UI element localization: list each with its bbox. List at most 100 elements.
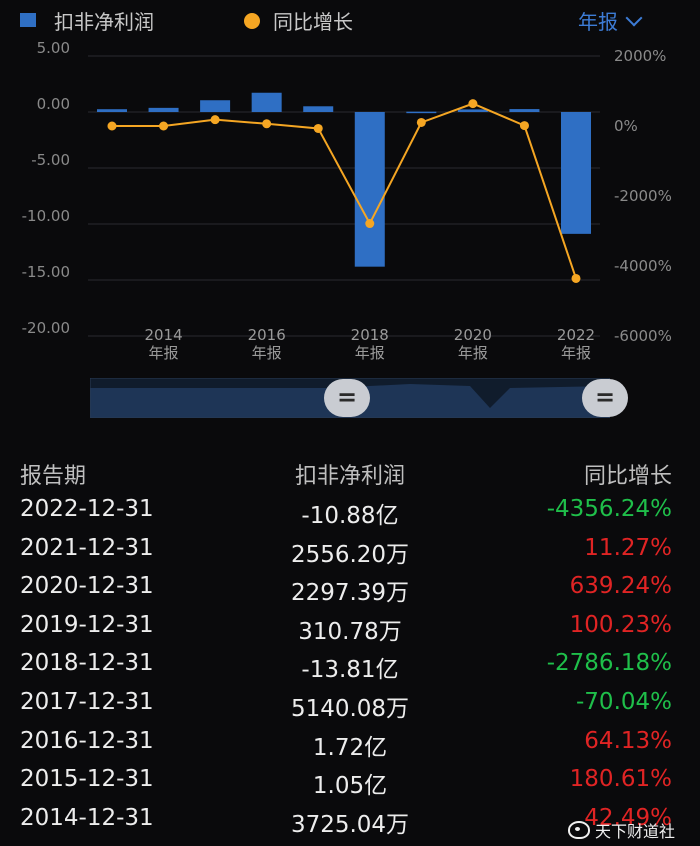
y-right-tick-label: -4000%: [614, 257, 672, 275]
cell-period: 2014-12-31: [20, 804, 154, 831]
bar: [457, 109, 488, 112]
y-right-tick-label: 0%: [614, 117, 638, 135]
y-right-tick-label: 2000%: [614, 47, 666, 65]
line-legend-swatch: [244, 13, 260, 29]
bar: [251, 92, 282, 112]
cell-growth: 11.27%: [584, 534, 672, 561]
growth-point: [159, 121, 169, 131]
bar: [354, 112, 385, 267]
table-header: 报告期 扣非净利润 同比增长: [0, 452, 700, 494]
bar: [303, 106, 334, 112]
growth-point: [313, 123, 323, 133]
bar: [509, 109, 540, 112]
y-left-tick-label: 0.00: [37, 95, 70, 113]
cell-growth: 639.24%: [569, 573, 672, 600]
growth-point: [571, 273, 581, 283]
watermark: 天下财道社: [568, 818, 675, 842]
table-row[interactable]: 2018-12-31 -13.81亿 -2786.18%: [0, 648, 700, 687]
table-row[interactable]: 2016-12-31 1.72亿 64.13%: [0, 726, 700, 765]
x-tick-sublabel: 年报: [458, 344, 488, 362]
cell-growth: 64.13%: [584, 727, 672, 754]
y-left-tick-label: 5.00: [37, 39, 70, 57]
cell-growth: -4356.24%: [546, 496, 672, 522]
cell-period: 2020-12-31: [20, 573, 154, 600]
y-left-tick-label: -5.00: [31, 151, 70, 169]
bar: [561, 112, 591, 234]
slider-left-handle-label: =: [336, 383, 358, 411]
bar-legend-swatch: [20, 13, 36, 27]
y-left-tick-label: -20.00: [22, 319, 70, 337]
growth-point: [468, 99, 478, 109]
cell-period: 2022-12-31: [20, 496, 154, 522]
y-left-tick-label: -15.00: [22, 263, 70, 281]
cell-profit: 1.72亿: [312, 734, 388, 761]
x-tick-sublabel: 年报: [355, 344, 385, 362]
cell-period: 2018-12-31: [20, 650, 154, 677]
bar: [200, 100, 231, 112]
growth-point: [416, 117, 426, 127]
header-profit: 扣非净利润: [294, 464, 405, 489]
cell-period: 2015-12-31: [20, 766, 154, 793]
growth-line: [112, 102, 577, 279]
cell-period: 2019-12-31: [20, 611, 154, 638]
cell-period: 2021-12-31: [20, 534, 154, 561]
x-tick-sublabel: 年报: [252, 344, 282, 362]
x-tick-sublabel: 年报: [149, 344, 179, 362]
weibo-icon: [568, 821, 590, 839]
period-selector-button[interactable]: 年报: [578, 6, 643, 35]
table-row[interactable]: 2017-12-31 5140.08万 -70.04%: [0, 687, 700, 726]
growth-point: [107, 121, 117, 131]
growth-point: [365, 219, 375, 229]
line-legend-label: 同比增长: [273, 10, 353, 34]
cell-profit: -13.81亿: [301, 657, 399, 684]
cell-profit: 2556.20万: [290, 541, 410, 568]
bar: [97, 109, 127, 112]
chevron-down-icon: [625, 9, 643, 27]
cell-growth: -2786.18%: [546, 650, 672, 677]
slider-left-handle[interactable]: =: [324, 379, 370, 417]
growth-point: [210, 115, 220, 125]
cell-profit: 5140.08万: [290, 695, 410, 722]
bar-legend-label: 扣非净利润: [54, 10, 154, 34]
slider-right-handle-label: =: [594, 383, 616, 411]
header-growth: 同比增长: [583, 464, 672, 489]
cell-profit: -10.88亿: [301, 503, 399, 529]
chart: 5.00 0.00 -5.00 -10.00 -15.00 -20.00 2000% 0% -2…: [22, 39, 672, 362]
x-tick-label: 2022: [557, 326, 595, 344]
cell-growth: 100.23%: [569, 611, 672, 638]
data-table: 报告期 扣非净利润 同比增长 2022-12-31 -10.88亿 -4356.24…: [0, 452, 700, 841]
x-tick-label: 2016: [248, 326, 286, 344]
range-slider[interactable]: = =: [90, 378, 628, 418]
growth-point: [519, 121, 529, 131]
table-body: 2022-12-31 -10.88亿 -4356.24% 2021-12-31 2556…: [0, 494, 700, 841]
cell-growth: -70.04%: [576, 688, 672, 715]
y-right-tick-label: -2000%: [614, 187, 672, 205]
table-row[interactable]: 2020-12-31 2297.39万 639.24%: [0, 571, 700, 610]
bar: [148, 107, 179, 112]
chart-legend: 扣非净利润 同比增长 年报: [0, 4, 700, 34]
slider-right-handle[interactable]: =: [582, 379, 628, 417]
header-period: 报告期: [20, 464, 87, 489]
period-selector-label: 年报: [578, 10, 618, 34]
growth-point: [262, 119, 272, 129]
x-tick-label: 2018: [351, 326, 389, 344]
table-row[interactable]: 2019-12-31 310.78万 100.23%: [0, 610, 700, 649]
table-row[interactable]: 2022-12-31 -10.88亿 -4356.24%: [0, 494, 700, 533]
table-row[interactable]: 2014-12-31 3725.04万 42.49%: [0, 803, 700, 842]
bar: [406, 111, 437, 114]
x-tick-label: 2014: [144, 326, 182, 344]
x-tick-sublabel: 年报: [561, 344, 591, 362]
cell-growth: 42.49%: [584, 804, 672, 831]
watermark-text: 天下财道社: [595, 822, 676, 841]
cell-profit: 310.78万: [298, 618, 402, 645]
cell-profit: 2297.39万: [290, 580, 410, 607]
table-row[interactable]: 2021-12-31 2556.20万 11.27%: [0, 533, 700, 572]
table-row[interactable]: 2015-12-31 1.05亿 180.61%: [0, 764, 700, 803]
cell-growth: 180.61%: [569, 766, 672, 793]
cell-profit: 1.05亿: [312, 773, 388, 800]
cell-period: 2017-12-31: [20, 688, 154, 715]
y-left-tick-label: -10.00: [22, 207, 70, 225]
x-tick-label: 2020: [454, 326, 492, 344]
y-right-tick-label: -6000%: [614, 327, 672, 345]
cell-period: 2016-12-31: [20, 727, 154, 754]
